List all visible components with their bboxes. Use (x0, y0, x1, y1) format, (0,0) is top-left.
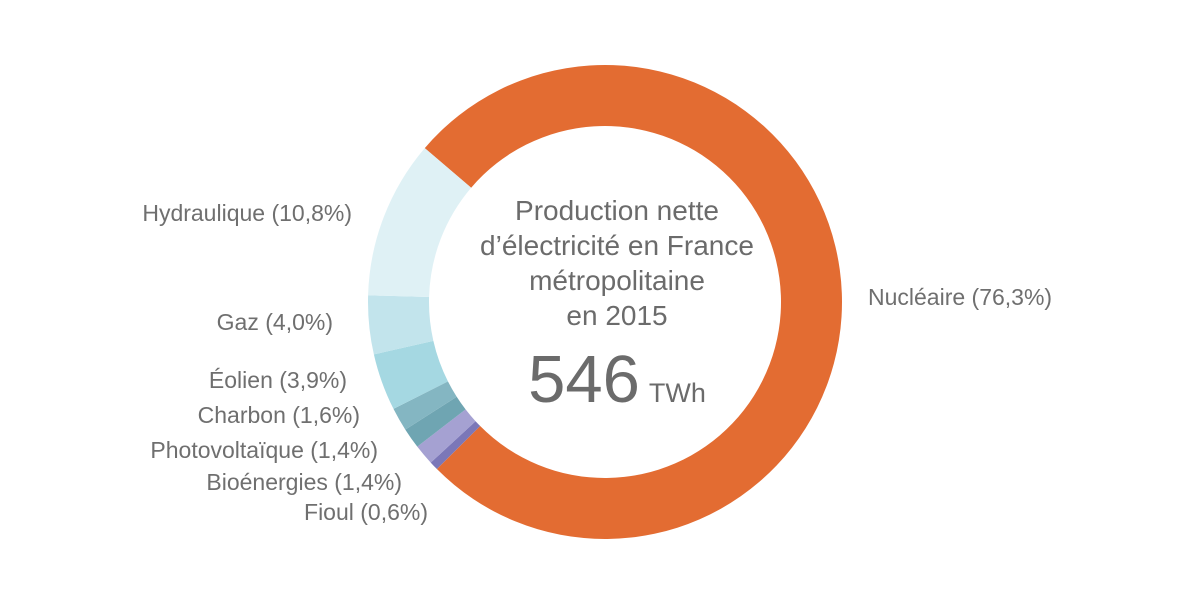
label-eolien: Éolien (3,9%) (208, 367, 347, 393)
label-bioenergies: Bioénergies (1,4%) (206, 469, 402, 495)
segment-fioul (430, 421, 481, 470)
segment-hydraulique (368, 148, 472, 298)
segment-eolien (373, 340, 448, 409)
segment-gaz (367, 295, 434, 355)
chart-title: Production nette d’électricité en France… (480, 195, 754, 331)
segment-charbon (393, 381, 457, 430)
chart-total: 546 TWh (425, 345, 809, 415)
label-fioul: Fioul (0,6%) (304, 499, 428, 525)
label-nucleaire: Nucléaire (76,3%) (868, 284, 1053, 310)
total-unit: TWh (648, 378, 706, 408)
total-value: 546 (528, 342, 640, 417)
segment-photovoltaique (405, 396, 466, 447)
segment-nucleaire (424, 64, 842, 539)
label-hydraulique: Hydraulique (10,8%) (142, 200, 352, 226)
label-gaz: Gaz (4,0%) (216, 309, 333, 335)
label-charbon: Charbon (1,6%) (197, 402, 360, 428)
label-photovoltaique: Photovoltaïque (1,4%) (150, 437, 378, 463)
segment-bioenergies (417, 409, 476, 463)
